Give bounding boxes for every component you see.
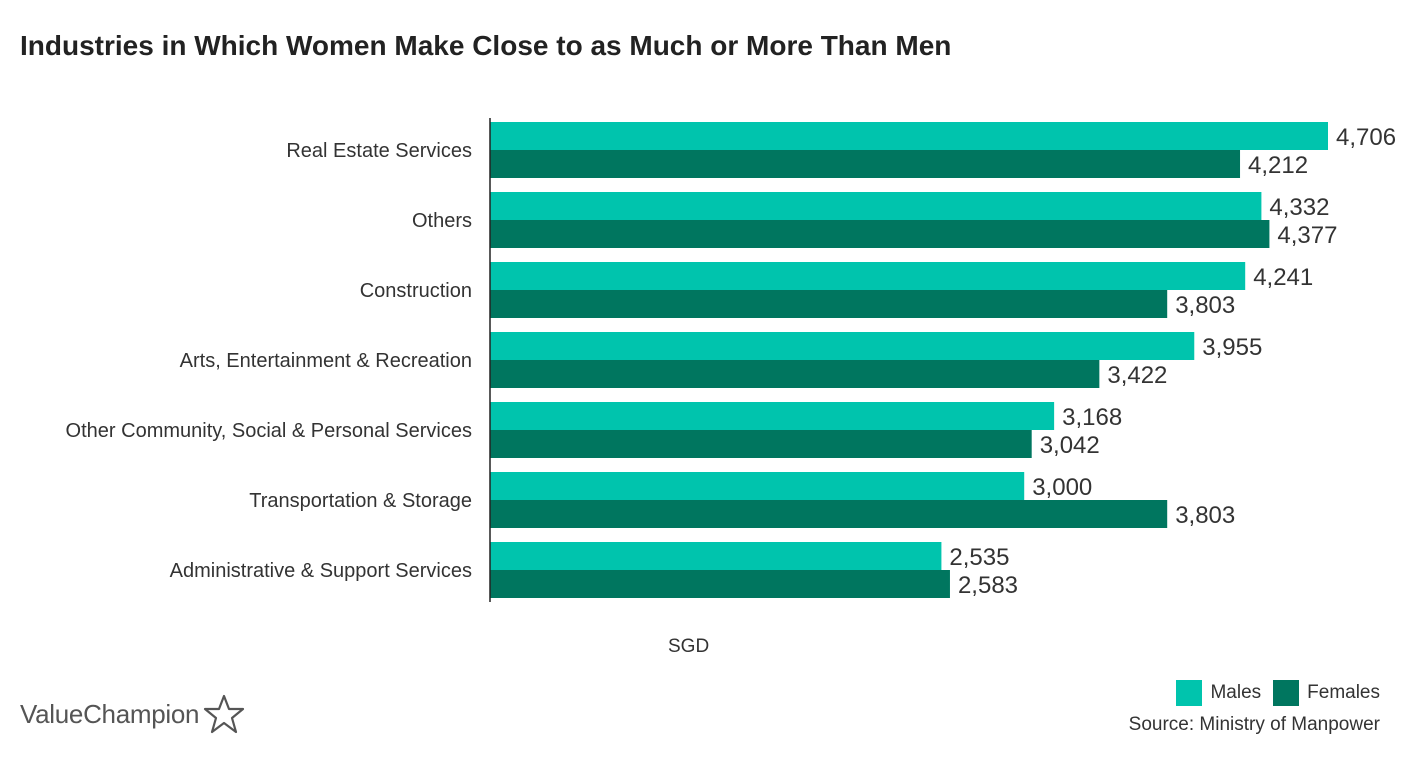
bar-males — [490, 122, 1328, 150]
bar-females — [490, 570, 950, 598]
data-label-females: 3,803 — [1175, 502, 1235, 529]
category-label: Transportation & Storage — [249, 490, 472, 512]
data-label-females: 4,212 — [1248, 152, 1308, 179]
category-label: Administrative & Support Services — [170, 560, 472, 582]
data-label-females: 3,803 — [1175, 292, 1235, 319]
star-outline-icon — [204, 694, 245, 734]
category-label: Other Community, Social & Personal Servi… — [66, 420, 472, 442]
legend-label-males: Males — [1210, 682, 1262, 703]
bar-females — [490, 360, 1100, 388]
category-label: Arts, Entertainment & Recreation — [180, 350, 472, 372]
data-label-females: 3,042 — [1040, 432, 1100, 459]
brand-name: ValueChampion — [20, 698, 200, 729]
data-label-males: 4,706 — [1336, 124, 1396, 151]
bar-females — [490, 500, 1168, 528]
bar-females — [490, 150, 1241, 178]
legend-item-males: Males — [1176, 680, 1261, 706]
data-label-females: 4,377 — [1277, 222, 1337, 249]
data-label-males: 2,535 — [949, 544, 1009, 571]
data-label-males: 4,241 — [1253, 264, 1313, 291]
brand-logo: ValueChampion — [20, 694, 245, 734]
data-label-males: 3,000 — [1032, 474, 1092, 501]
bar-females — [490, 290, 1168, 318]
data-label-males: 4,332 — [1269, 194, 1329, 221]
data-label-males: 3,168 — [1062, 404, 1122, 431]
data-label-females: 2,583 — [958, 572, 1018, 599]
data-label-females: 3,422 — [1107, 362, 1167, 389]
legend: Males Females — [1176, 680, 1380, 706]
data-label-males: 3,955 — [1202, 334, 1262, 361]
category-label: Construction — [360, 280, 472, 302]
legend-label-females: Females — [1307, 682, 1380, 703]
chart-title: Industries in Which Women Make Close to … — [20, 30, 952, 61]
bar-males — [490, 192, 1262, 220]
legend-swatch-males — [1176, 680, 1203, 706]
bar-males — [490, 402, 1055, 430]
bar-males — [490, 472, 1025, 500]
bar-males — [490, 542, 942, 570]
category-label: Others — [412, 210, 472, 232]
bar-females — [490, 220, 1270, 248]
legend-item-females: Females — [1273, 680, 1380, 706]
bar-males — [490, 332, 1195, 360]
bar-females — [490, 430, 1032, 458]
legend-swatch-females — [1273, 680, 1300, 706]
bar-males — [490, 262, 1246, 290]
source-note: Source: Ministry of Manpower — [1128, 714, 1380, 735]
x-axis-label: SGD — [668, 636, 710, 657]
category-label: Real Estate Services — [286, 140, 472, 162]
